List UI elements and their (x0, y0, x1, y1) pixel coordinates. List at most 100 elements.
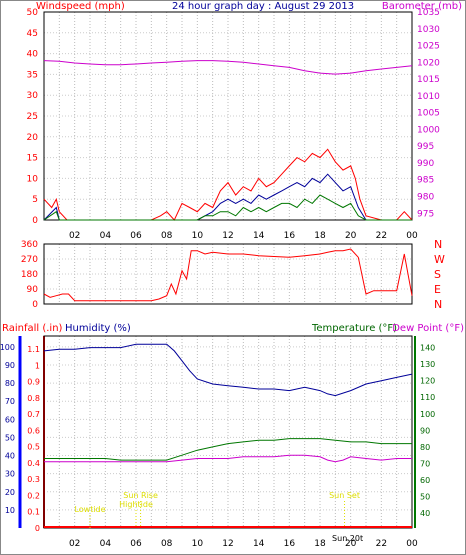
wind-panel-frame (43, 11, 413, 221)
barometer-axis-label: Barometer (mb) (382, 1, 462, 12)
climate-panel-x-tick-label: 14 (253, 539, 265, 549)
barometer-tick-label: 995 (417, 142, 434, 152)
wind-panel-x-tick-label: 08 (161, 231, 173, 241)
dewpoint-axis-label: Dew Point (°F) (392, 323, 464, 334)
wind-series-windspeed-mph- (43, 60, 413, 75)
climate-panel-x-tick-label: 18 (314, 539, 326, 549)
climate-panel-x-tick-label: 00 (406, 539, 418, 549)
barometer-tick-label: 1030 (417, 25, 440, 35)
wind-panel-x-tick-label: 04 (100, 231, 112, 241)
barometer-tick-label: 1025 (417, 42, 440, 52)
climate-series-humidity- (43, 343, 413, 397)
direction-tick-label: 270 (21, 255, 38, 265)
wind-panel-x-tick-label: 18 (314, 231, 326, 241)
wind-panel-x-tick-label: 16 (284, 231, 296, 241)
climate-series-temperature-f- (44, 438, 412, 461)
temperature-tick-label: 80 (420, 443, 430, 452)
wind-panel-x-tick-label: 00 (406, 231, 418, 241)
windspeed-tick-label: 40 (27, 50, 39, 60)
compass-tick-label: N (434, 298, 442, 311)
compass-tick-label: E (434, 283, 441, 296)
barometer-tick-label: 975 (417, 209, 434, 219)
rainfall-tick-label: 0.3 (27, 475, 40, 484)
humidity-tick-label: 80 (5, 379, 15, 388)
temperature-tick-label: 90 (420, 426, 430, 435)
rainfall-tick-label: 0.6 (27, 426, 40, 435)
wind-panel-x-tick-label: 14 (253, 231, 265, 241)
humidity-tick-label: 30 (5, 470, 15, 479)
direction-tick-label: 360 (21, 240, 38, 250)
annotation-label: Sun 20t (332, 534, 363, 543)
rainfall-tick-label: 1.1 (27, 345, 40, 354)
windspeed-tick-label: 10 (27, 174, 39, 184)
humidity-axis-label: Humidity (%) (65, 323, 131, 334)
temperature-tick-label: 70 (420, 459, 430, 468)
barometer-tick-label: 1020 (417, 58, 440, 68)
windspeed-tick-label: 5 (32, 195, 38, 205)
wind-panel-x-tick-label: 12 (222, 231, 233, 241)
barometer-tick-label: 1015 (417, 75, 440, 85)
windspeed-tick-label: 20 (27, 133, 39, 143)
rainfall-tick-label: 0 (35, 524, 40, 533)
barometer-tick-label: 1010 (417, 92, 440, 102)
rainfall-tick-label: 0.8 (27, 394, 40, 403)
barometer-tick-label: 1005 (417, 109, 440, 119)
annotation-label: Lowtide (74, 505, 105, 514)
annotation-label: Hightide (119, 500, 153, 509)
temperature-tick-label: 110 (420, 393, 435, 402)
rainfall-axis-label: Rainfall (.in) (2, 323, 63, 334)
temperature-tick-label: 130 (420, 360, 435, 369)
windspeed-tick-label: 45 (27, 29, 38, 39)
direction-panel-frame (43, 243, 413, 305)
temperature-tick-label: 40 (420, 509, 430, 518)
windspeed-tick-label: 50 (27, 8, 39, 18)
annotation-label: Sun Rise (123, 491, 158, 500)
direction-tick-label: 180 (21, 270, 38, 280)
rainfall-tick-label: 1 (35, 361, 40, 370)
temperature-tick-label: 60 (420, 476, 430, 485)
climate-panel-x-tick-label: 12 (222, 539, 233, 549)
direction-tick-label: 0 (32, 300, 38, 310)
rainfall-tick-label: 0.4 (27, 459, 40, 468)
humidity-tick-label: 20 (5, 488, 15, 497)
chart-title: 24 hour graph day : August 29 2013 (172, 1, 354, 12)
temperature-tick-label: 50 (420, 493, 430, 502)
humidity-tick-label: 60 (5, 415, 15, 424)
humidity-tick-label: 40 (5, 452, 15, 461)
wind-series-min (43, 194, 412, 221)
compass-tick-label: W (434, 253, 445, 266)
humidity-tick-label: 50 (5, 433, 15, 442)
compass-tick-label: S (434, 268, 441, 281)
windspeed-tick-label: 25 (27, 112, 38, 122)
windspeed-tick-label: 35 (27, 70, 38, 80)
barometer-tick-label: 1035 (417, 8, 440, 18)
temperature-tick-label: 100 (420, 410, 435, 419)
humidity-tick-label: 10 (5, 506, 15, 515)
temperature-axis-label: Temperature (°F) (311, 323, 397, 334)
windspeed-axis-label: Windspeed (mph) (36, 1, 125, 12)
windspeed-tick-label: 15 (27, 154, 38, 164)
humidity-tick-label: 70 (5, 397, 15, 406)
barometer-tick-label: 980 (417, 193, 434, 203)
rainfall-tick-label: 0.9 (27, 378, 40, 387)
climate-panel-x-tick-label: 04 (100, 539, 112, 549)
temperature-tick-label: 120 (420, 377, 435, 386)
windspeed-tick-label: 30 (27, 91, 39, 101)
climate-panel-x-tick-label: 10 (192, 539, 204, 549)
direction-series (43, 248, 413, 302)
annotation-label: Sun Set (329, 491, 360, 500)
wind-panel-x-tick-label: 06 (130, 231, 142, 241)
rainfall-tick-label: 0.2 (27, 491, 40, 500)
rainfall-tick-label: 0.1 (27, 508, 40, 517)
climate-panel-x-tick-label: 20 (345, 539, 357, 549)
barometer-tick-label: 985 (417, 176, 434, 186)
climate-panel-x-tick-label: 02 (69, 539, 80, 549)
climate-panel-x-tick-label: 22 (376, 539, 387, 549)
climate-series-dew-point-f- (44, 454, 412, 463)
climate-panel-x-tick-label: 06 (130, 539, 142, 549)
windspeed-tick-label: 0 (32, 216, 38, 226)
rainfall-tick-label: 0.5 (27, 443, 40, 452)
compass-tick-label: N (434, 238, 442, 251)
